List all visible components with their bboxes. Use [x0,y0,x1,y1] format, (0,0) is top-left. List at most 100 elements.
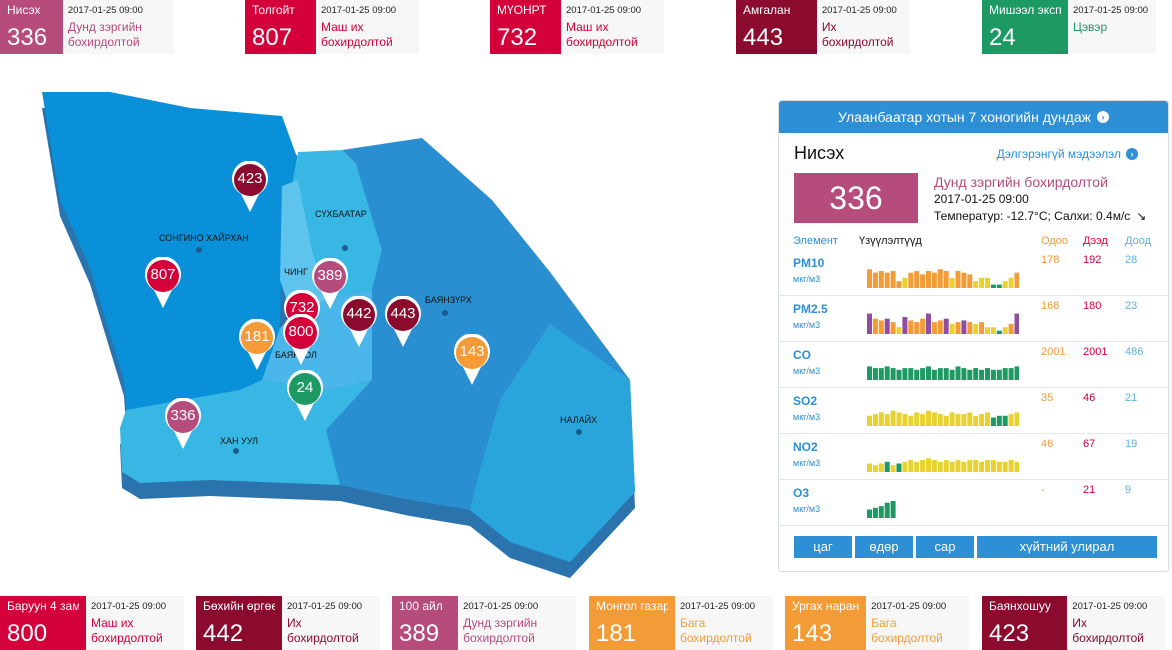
station-aqi-block: Монгол газар 181 [589,596,675,650]
sparkline-bar [914,412,920,426]
sparkline-bar [937,414,943,426]
station-timestamp: 2017-01-25 09:00 [680,601,756,612]
station-aqi-block: Толгойт 807 [245,0,316,54]
station-status: Их бохирдолтой [287,616,359,645]
map-marker[interactable]: 143 [453,334,491,386]
station-info: 2017-01-25 09:00 Их бохирдолтой [817,0,910,54]
pollutant-max: 192 [1083,254,1102,266]
sparkline-bar [931,412,937,426]
map-marker-value: 807 [150,266,176,283]
map-marker[interactable]: 442 [340,296,378,348]
station-aqi-block: Бөхийн өргөө 442 [196,596,282,650]
sparkline-bar [914,271,920,288]
sparkline-bar [961,414,967,426]
map-marker[interactable]: 24 [286,370,324,422]
sparkline-bar [867,509,872,518]
map-marker[interactable]: 807 [144,257,182,309]
station-card[interactable]: Амгалан 443 2017-01-25 09:00 Их бохирдолтой [736,0,910,54]
sparkline-bar [949,461,955,472]
sparkline-bar [914,369,920,380]
station-card[interactable]: Толгойт 807 2017-01-25 09:00 Маш их бохирдо… [245,0,419,54]
sparkline-bar [1008,460,1014,472]
station-card[interactable]: 100 айл 389 2017-01-25 09:00 Дунд зэргийн б… [392,596,576,650]
map-marker[interactable]: 423 [231,161,269,213]
station-card[interactable]: Монгол газар 181 2017-01-25 09:00 Бага бохи… [589,596,773,650]
station-card[interactable]: Нисэх 336 2017-01-25 09:00 Дунд зэргийн бох… [0,0,174,54]
tab-hour[interactable]: цаг [794,536,852,558]
map-marker[interactable]: 443 [384,296,422,348]
pollutant-row: PM10 мкг/м3 178 192 28 [779,250,1168,296]
pollutant-max: 21 [1083,484,1096,496]
label-chingeltei: ЧИНГ [284,267,308,277]
sparkline-bar [937,269,943,288]
more-info-label: Дэлгэрэнгүй мэдээлэл [996,147,1121,161]
station-aqi-block: Ургах наран 143 [785,596,867,650]
sparkline-bar [967,460,973,472]
station-card[interactable]: Ургах наран 143 2017-01-25 09:00 Бага бохир… [785,596,969,650]
pollutant-max: 2001 [1083,346,1108,358]
station-status: Дунд зэргийн бохирдолтой [463,616,538,645]
sparkline-bar [931,460,937,472]
sparkline-bar [867,463,872,472]
tab-winter-season[interactable]: хүйтний улирал [977,536,1157,558]
sparkline-bar [872,507,878,518]
pollutant-current: - [1041,484,1045,496]
sparkline-bar [949,369,955,380]
district-nalaikh[interactable] [470,324,635,562]
station-aqi-block: МҮОНРТ 732 [490,0,561,54]
map-marker[interactable]: 181 [238,319,276,371]
sparkline-bar [878,506,884,518]
more-info-link[interactable]: Дэлгэрэнгүй мэдээлэл › [997,147,1138,161]
station-name: МҮОНРТ [497,3,547,17]
map-marker-value: 389 [317,267,343,284]
col-max: Дээд [1083,235,1108,247]
station-aqi: 336 [7,24,48,51]
station-card[interactable]: Бөхийн өргөө 442 2017-01-25 09:00 Их бохирд… [196,596,380,650]
panel-header[interactable]: Улаанбаатар хотын 7 хоногийн дундаж › [779,101,1168,133]
sparkline-bar [926,313,931,334]
label-bayanzurkh: БАЯНЗҮРХ [425,295,472,305]
pollutant-sparkline [867,410,1019,426]
station-card[interactable]: Баянхошуу 423 2017-01-25 09:00 Их бохирдолт… [982,596,1166,650]
station-timestamp: 2017-01-25 09:00 [463,601,539,612]
station-card[interactable]: Баруун 4 зам 800 2017-01-25 09:00 Маш их бо… [0,596,184,650]
sparkline-bar [884,318,890,334]
sparkline-bar [890,368,896,380]
station-aqi-block: 100 айл 389 [392,596,459,650]
sparkline-bar [902,277,908,288]
map-pin-icon [165,398,201,449]
sparkline-bar [931,322,937,334]
sparkline-bar [937,368,943,380]
station-aqi-block: Баянхошуу 423 [982,596,1068,650]
sparkline-bar [979,461,985,472]
station-timestamp: 2017-01-25 09:00 [67,5,143,16]
tab-day[interactable]: өдөр [855,536,913,558]
tab-month[interactable]: сар [916,536,974,558]
sparkline-bar [985,327,990,334]
sparkline-bar [920,414,926,426]
map-marker[interactable]: 800 [282,314,320,366]
pollutant-current: 168 [1041,300,1060,312]
station-name: Нисэх [7,3,41,17]
sparkline-bar [949,412,955,426]
station-status: Их бохирдолтой [1072,616,1144,645]
map-marker[interactable]: 336 [164,398,202,450]
pollutant-name: NO2 [793,440,818,454]
sparkline-bar [990,327,996,334]
station-card[interactable]: Мишээл экспо 24 2017-01-25 09:00 Цэвэр [982,0,1156,54]
sparkline-bar [914,461,920,472]
pollutant-name: O3 [793,486,810,500]
sparkline-bar [926,458,931,472]
map-marker-value: 800 [288,323,314,340]
station-aqi-block: Нисэх 336 [0,0,63,54]
col-min: Доод [1125,235,1151,247]
station-aqi-block: Мишээл экспо 24 [982,0,1068,54]
sparkline-bar [867,269,872,288]
station-name: Ургах наран [792,599,860,613]
map-marker[interactable]: 389 [311,258,349,310]
sparkline-bar [920,274,926,288]
station-status: Маш их бохирдолтой [321,20,393,49]
sparkline-bar [890,410,896,426]
station-card[interactable]: МҮОНРТ 732 2017-01-25 09:00 Маш их бохирдол… [490,0,664,54]
sparkline-bar [967,322,973,334]
